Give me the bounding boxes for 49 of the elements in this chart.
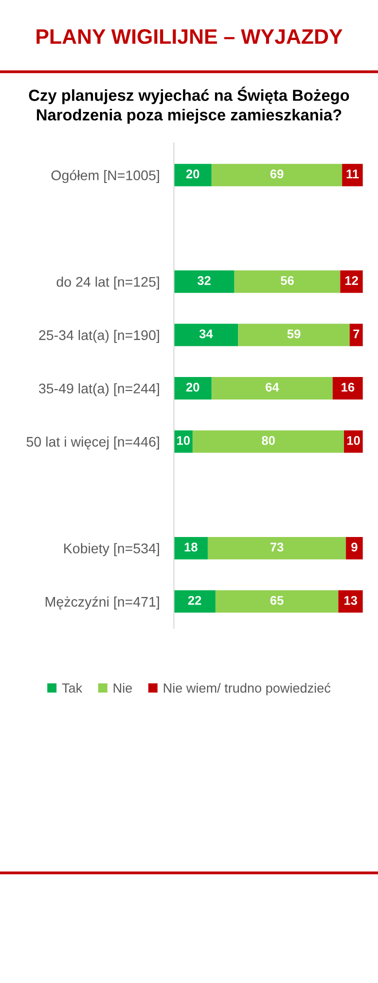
data-label: 20 — [186, 170, 200, 178]
data-label: 12 — [345, 276, 358, 285]
data-label: 65 — [270, 596, 284, 605]
bar — [340, 270, 363, 293]
chart-title: PLANY WIGILIJNE – WYJAZDY — [36, 29, 342, 44]
data-label: 13 — [344, 596, 358, 605]
legend-label: Nie — [114, 683, 132, 693]
data-label: 16 — [342, 382, 354, 392]
data-label: 69 — [270, 170, 284, 178]
bar — [212, 377, 333, 400]
bar — [174, 536, 208, 560]
chart-subtitle: Czy planujesz wyjechać na Święta Bożego Narodzenia poza miejsce zamieszkania? — [29, 86, 350, 124]
data-label: 56 — [280, 276, 294, 285]
data-label: 11 — [346, 170, 359, 178]
y-tick-label: 50 lat i więcej [n=446] — [26, 436, 160, 450]
bar — [350, 324, 363, 346]
bar — [174, 590, 216, 613]
bar — [332, 377, 363, 400]
data-label: 59 — [287, 329, 300, 338]
bar — [174, 270, 234, 293]
legend-label: Tak — [62, 683, 82, 693]
data-label: 9 — [351, 542, 358, 552]
bar — [192, 430, 344, 453]
data-label: 7 — [353, 330, 360, 338]
y-tick-label: 25-34 lat(a) [n=190] — [39, 330, 160, 343]
data-label: 80 — [262, 436, 275, 445]
data-label: 32 — [197, 276, 211, 286]
bar — [215, 590, 338, 613]
bar — [234, 270, 340, 293]
data-label: 20 — [186, 382, 200, 392]
data-label: 22 — [188, 596, 202, 605]
y-tick-label: Kobiety [n=534] — [64, 543, 160, 556]
bar — [208, 536, 346, 560]
data-label: 64 — [266, 382, 280, 392]
data-label: 10 — [177, 436, 190, 445]
y-tick-label: do 24 lat [n=125] — [56, 276, 160, 290]
data-label: 73 — [270, 542, 284, 552]
bar — [174, 377, 212, 400]
bar — [174, 164, 212, 186]
y-tick-label: Ogółem [N=1005] — [51, 170, 160, 184]
data-label: 18 — [184, 542, 198, 552]
bar — [212, 164, 342, 186]
bar — [174, 324, 238, 346]
y-tick-label: 35-49 lat(a) [n=244] — [38, 383, 160, 396]
data-label: 10 — [347, 436, 360, 445]
legend-label: Nie wiem/ trudno powiedzieć — [164, 682, 330, 696]
data-label: 34 — [199, 329, 213, 338]
y-tick-label: Mężczyźni [n=471] — [46, 596, 160, 610]
bar — [238, 324, 350, 346]
